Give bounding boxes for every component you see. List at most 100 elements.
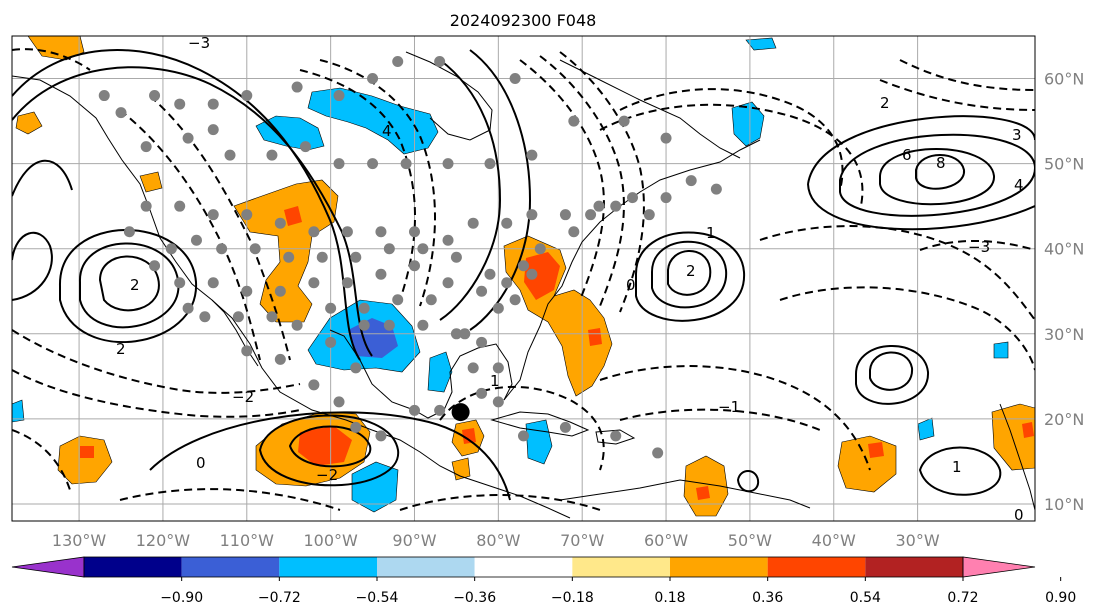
station-marker [182,302,194,314]
contour-label: 1 [490,372,500,390]
colorbar-tick-label: −0.54 [356,590,399,606]
colorbar-tick-label: −0.72 [258,590,301,606]
contour-ridge-canada-1 [12,49,361,361]
station-marker [266,311,278,323]
station-marker [140,200,152,212]
colorbar-swatch [474,557,573,577]
station-marker [149,260,161,272]
station-marker [291,319,303,331]
map-title: 2024092300 F048 [450,11,597,30]
contour-subtropical-high-2 [869,351,914,391]
contour-label: 1 [706,224,716,242]
contour-atlantic-high-1 [635,231,746,322]
colorbar-tick-label: −0.36 [453,590,496,606]
station-marker [425,294,437,306]
station-marker [450,328,462,340]
contour-ridge-canada-2 [12,66,373,357]
contour-mexico-low-2 [288,425,372,468]
contour-label: −2 [316,466,338,484]
contour-pacific-neg-3 [12,429,71,491]
colorbar-tick-label: 0.18 [654,590,685,606]
contour-east-ridge-1 [439,59,502,321]
station-marker [660,192,672,204]
latitude-label: 40°N [1044,240,1084,259]
station-marker [392,294,404,306]
station-marker [559,421,571,433]
station-marker [115,107,127,119]
colorbar-extend-low [11,556,85,578]
contour-label: 2 [880,94,890,112]
neg-region-gulf-east [427,351,453,393]
coastline-hispaniola [595,429,636,445]
colorbar-swatch [84,557,182,577]
neg-region-atlantic-east [993,341,1009,359]
station-marker [174,200,186,212]
contour-atlantic-high-3 [667,250,712,296]
contour-north-atlantic-high-8 [915,154,966,190]
station-marker [308,379,320,391]
colorbar-tick-label: 0.90 [1045,590,1076,606]
station-marker [559,209,571,221]
contour-label: 0 [1014,506,1024,524]
station-marker [165,243,177,255]
latitude-label: 60°N [1044,70,1084,89]
contour-atlantic-high-2 [651,240,728,309]
station-marker [216,243,228,255]
station-marker [308,277,320,289]
longitude-label: 40°W [812,531,856,550]
latitude-label: 50°N [1044,155,1084,174]
contour-loop-caribbean [736,470,760,493]
contour-label: 6 [902,146,912,164]
station-markers [98,56,722,459]
coastline-north-america-west [12,75,571,519]
station-marker [526,268,538,280]
station-marker [660,132,672,144]
station-marker [392,56,404,68]
longitude-label: 100°W [303,531,358,550]
station-marker [492,302,504,314]
longitude-label: 110°W [220,531,275,550]
station-marker [325,336,337,348]
pos-region-pacific-nw2 [139,171,163,193]
station-marker [182,132,194,144]
longitude-label: 90°W [392,531,436,550]
station-marker [274,217,286,229]
station-marker [207,209,219,221]
coastline-south-america [559,479,811,509]
station-marker [367,158,379,170]
neg-region-pacific-west [12,399,25,423]
station-marker [350,251,362,263]
station-marker [618,115,630,127]
contour-baja-low [12,231,53,301]
longitude-label: 120°W [136,531,191,550]
contour-north-atlantic-high-4 [839,133,1035,217]
pos-region-plains [233,179,339,323]
map-panel: 2 2 1 2 6 8 4 3 −2 −3 0 0 0 1 −1 2 −3 4 … [12,36,1035,524]
contour-label: 0 [626,276,636,294]
contour-atlantic-neg-1 [619,88,844,191]
station-marker [207,124,219,136]
neg-region-labrador [731,101,765,147]
station-marker [408,404,420,416]
station-marker [333,396,345,408]
contour-label: 4 [1014,176,1024,194]
station-marker [333,90,345,102]
station-marker [484,158,496,170]
contour-pacific-south [119,488,341,511]
pos-region-south-america-core [696,486,710,500]
station-marker [341,226,353,238]
station-marker [224,149,236,161]
contour-label: 2 [686,262,696,280]
longitude-labels: 130°W 120°W 110°W 100°W 90°W 80°W 70°W 60°W 50°W… [52,531,940,550]
station-marker [299,141,311,153]
colorbar-swatch [279,557,377,577]
colorbar-swatch [572,557,670,577]
station-marker [526,149,538,161]
colorbar: −0.90 −0.72 −0.54 −0.36 −0.18 0.18 0.36 0.54 0.7… [11,556,1076,606]
station-marker [408,226,420,238]
colorbar-tick-label: 0.72 [947,590,978,606]
longitude-label: 80°W [476,531,520,550]
station-marker [350,362,362,374]
contour-east-pacific-high-3 [98,255,160,312]
